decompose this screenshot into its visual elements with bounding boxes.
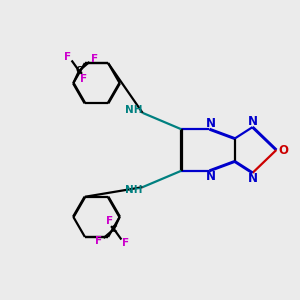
Text: F: F <box>122 238 129 248</box>
Text: F: F <box>106 216 113 226</box>
Text: F: F <box>94 236 102 246</box>
Text: N: N <box>248 172 257 185</box>
Text: C: C <box>76 66 82 75</box>
Text: O: O <box>279 143 289 157</box>
Text: N: N <box>248 115 257 128</box>
Text: F: F <box>91 54 98 64</box>
Text: F: F <box>64 52 71 62</box>
Text: N: N <box>206 117 216 130</box>
Text: NH: NH <box>125 184 143 194</box>
Text: F: F <box>80 74 87 84</box>
Text: NH: NH <box>125 106 143 116</box>
Text: C: C <box>111 225 117 234</box>
Text: N: N <box>206 170 216 183</box>
